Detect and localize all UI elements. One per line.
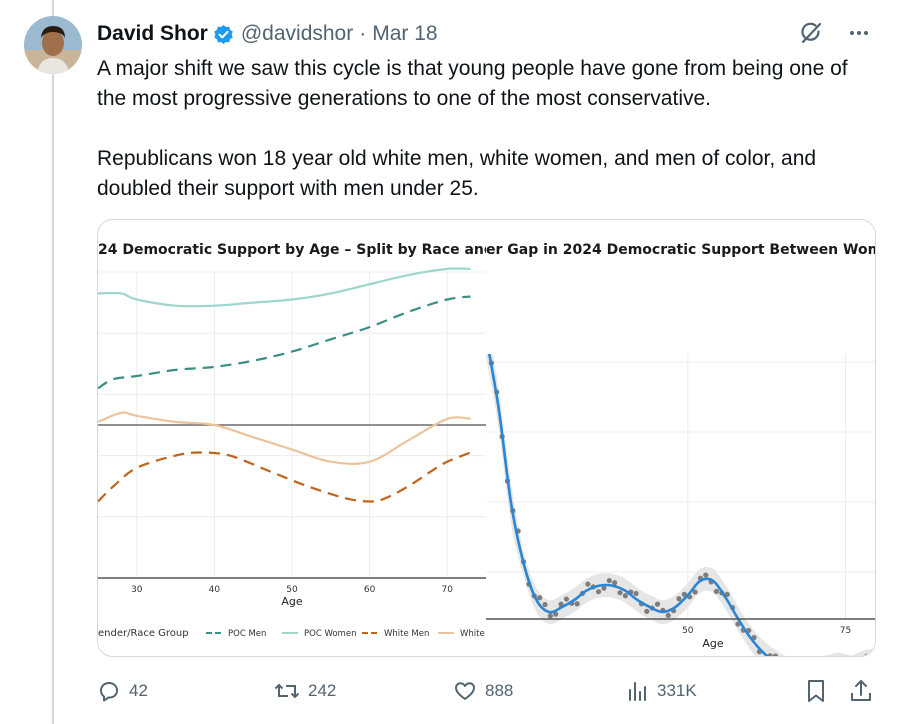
post-media[interactable]: 24 Democratic Support by Age – Split by … xyxy=(97,219,876,657)
repost-count: 242 xyxy=(308,681,337,700)
right-data-point xyxy=(547,613,553,619)
right-data-point xyxy=(574,601,580,607)
grok-icon[interactable] xyxy=(798,20,824,46)
right-chart-panel[interactable]: 50 75 Age er Gap in 2024 Democratic Suppor… xyxy=(486,220,876,657)
right-chart-title: er Gap in 2024 Democratic Support Betwee… xyxy=(486,242,876,258)
repost-icon xyxy=(274,683,300,699)
left-legend-label: White xyxy=(460,629,485,639)
share-button[interactable] xyxy=(849,676,881,706)
right-data-point xyxy=(644,608,650,614)
left-series-line-poc-men xyxy=(98,295,471,390)
post-paragraph-2: Republicans won 18 year old white men, w… xyxy=(97,147,817,200)
left-x-tick-label: 50 xyxy=(286,585,298,595)
right-data-point xyxy=(692,589,698,595)
right-data-point xyxy=(676,596,682,602)
left-series-line-poc-women xyxy=(98,267,471,308)
left-x-axis-label: Age xyxy=(281,595,303,608)
like-count: 888 xyxy=(485,681,514,700)
right-data-point xyxy=(553,611,559,617)
left-x-tick-label: 30 xyxy=(131,585,143,595)
post-top-actions xyxy=(798,20,872,46)
post-header: David Shor @davidshor · Mar 18 xyxy=(97,20,438,48)
left-x-tick-label: 40 xyxy=(209,585,221,595)
right-data-point xyxy=(537,595,543,601)
right-x-tick-label: 75 xyxy=(840,626,851,636)
right-data-point xyxy=(713,588,720,595)
right-data-point xyxy=(617,590,623,596)
reply-icon xyxy=(100,682,118,702)
views-icon xyxy=(629,682,646,701)
right-data-point xyxy=(870,655,874,656)
right-data-point xyxy=(772,653,779,656)
right-data-point xyxy=(703,572,709,578)
post-date[interactable]: Mar 18 xyxy=(372,22,438,45)
left-x-tick-label: 70 xyxy=(441,585,453,595)
left-legend-title: ender/Race Group xyxy=(98,628,189,639)
right-x-tick-label: 50 xyxy=(682,626,694,636)
post-text: A major shift we saw this cycle is that … xyxy=(97,54,867,234)
right-data-point xyxy=(606,577,612,584)
author-handle[interactable]: @davidshor xyxy=(240,22,354,45)
right-data-point xyxy=(595,589,602,595)
left-series-line-white-men xyxy=(98,451,471,503)
left-legend-label: POC Women xyxy=(304,629,356,639)
left-x-tick-label: 60 xyxy=(364,585,376,595)
right-data-point xyxy=(563,596,570,602)
post-paragraph-1: A major shift we saw this cycle is that … xyxy=(97,57,848,110)
right-data-point xyxy=(601,585,607,591)
separator: · xyxy=(359,22,367,45)
avatar[interactable] xyxy=(24,16,82,74)
reply-button[interactable]: 42 xyxy=(97,676,148,706)
like-button[interactable]: 888 xyxy=(453,676,513,706)
left-chart-title: 24 Democratic Support by Age – Split by … xyxy=(98,242,486,258)
right-x-axis-label: Age xyxy=(702,637,724,650)
right-chart-overlap xyxy=(486,220,875,354)
left-series-line-white-women xyxy=(98,411,471,465)
left-legend-label: White Men xyxy=(384,629,429,639)
right-data-point xyxy=(767,653,773,656)
right-data-point xyxy=(622,593,628,599)
verified-badge-icon xyxy=(213,24,234,45)
bookmark-icon xyxy=(808,680,824,702)
right-data-point xyxy=(864,653,870,656)
right-data-point xyxy=(612,580,618,586)
bookmark-button[interactable] xyxy=(805,676,835,706)
reply-count: 42 xyxy=(129,681,148,700)
right-data-point xyxy=(762,656,767,657)
share-icon xyxy=(851,680,871,701)
right-data-point xyxy=(585,581,591,587)
left-chart: 30 40 50 60 70 Age ender/Race Group POC Men POC … xyxy=(98,267,486,639)
left-legend-label: POC Men xyxy=(228,629,266,639)
repost-button[interactable]: 242 xyxy=(274,676,336,706)
right-data-point xyxy=(654,601,661,607)
more-icon[interactable] xyxy=(846,20,872,46)
thread-connector-line xyxy=(52,0,54,724)
right-data-point xyxy=(542,601,548,608)
views-count: 331K xyxy=(657,681,697,700)
left-chart-panel[interactable]: 24 Democratic Support by Age – Split by … xyxy=(98,220,486,656)
right-data-point xyxy=(665,612,671,619)
right-data-point xyxy=(633,590,639,597)
like-icon xyxy=(455,682,475,700)
author-name[interactable]: David Shor xyxy=(97,22,208,45)
right-series-line xyxy=(486,335,770,656)
views-button[interactable]: 331K xyxy=(627,676,697,706)
post-actions: 42 242 888 331K xyxy=(97,676,877,706)
